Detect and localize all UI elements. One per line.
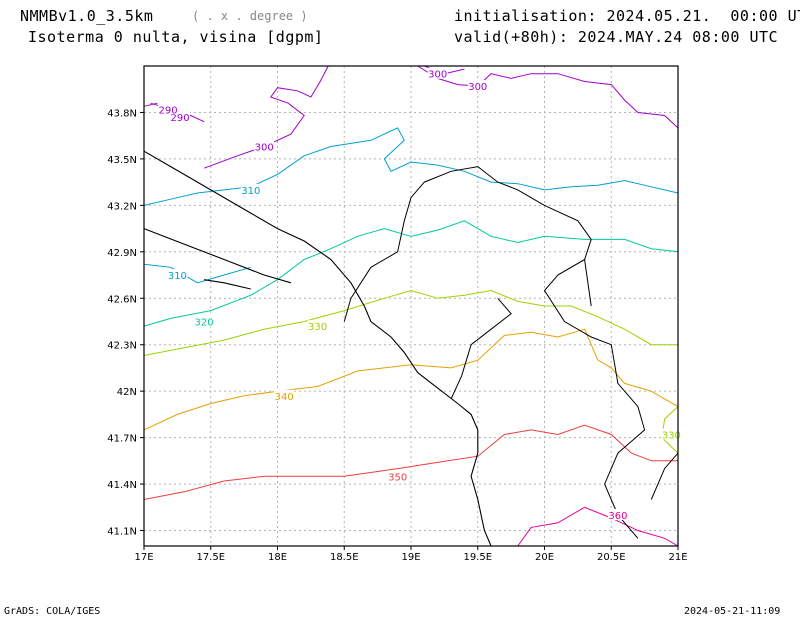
model-name: NMMBv1.0_3.5km: [20, 7, 154, 25]
contour-label-bg: [167, 269, 188, 281]
y-tick-label: 41.1N: [107, 527, 137, 538]
contour-label-bg: [467, 80, 488, 92]
coastline: [204, 279, 251, 290]
x-tick-label: 17.5E: [196, 552, 225, 563]
y-tick-label: 42N: [117, 387, 137, 398]
y-tick-label: 42.6N: [107, 294, 137, 305]
contour-label-bg: [427, 67, 448, 79]
field-title: Isoterma 0 nulta, visina [dgpm]: [28, 28, 324, 46]
country-border: [557, 258, 592, 307]
contour-label-310: 310: [241, 186, 260, 197]
contour-label-300: 300: [428, 70, 447, 81]
contour-label-350: 350: [388, 472, 407, 483]
contour-line-320: [143, 220, 679, 327]
grid-lines: [144, 66, 678, 546]
x-tick-label: 21E: [668, 552, 687, 563]
x-tick-label: 18E: [268, 552, 287, 563]
contour-label-bg: [170, 111, 191, 123]
contour-line-350: [143, 424, 678, 500]
y-tick-label: 43.2N: [107, 201, 137, 212]
x-tick-label: 18.5E: [330, 552, 359, 563]
contour-label-320: 320: [195, 317, 214, 328]
contour-label-bg: [274, 389, 295, 401]
contour-line-330: [143, 289, 678, 356]
x-tick-label: 17E: [134, 552, 153, 563]
y-tick-label: 41.4N: [107, 480, 137, 491]
y-tick-label: 42.9N: [107, 248, 137, 259]
contour-label-bg: [158, 103, 179, 115]
coastlines: [143, 150, 679, 547]
contour-label-300: 300: [468, 82, 487, 93]
footer-timestamp: 2024-05-21-11:09: [684, 606, 781, 617]
contour-label-330: 330: [308, 322, 327, 333]
contour-label-bg: [307, 320, 328, 332]
contour-line-360: [517, 506, 679, 547]
x-tick-label: 19.5E: [463, 552, 492, 563]
init-time: initialisation: 2024.05.21. 00:00 UTC: [454, 7, 800, 25]
contour-label-bg: [194, 315, 215, 327]
contour-label-bg: [607, 509, 628, 521]
coastline: [143, 150, 492, 547]
footer-credit: GrADS: COLA/IGES: [4, 606, 101, 617]
x-tick-label: 20E: [535, 552, 554, 563]
country-border: [650, 452, 679, 500]
y-tick-label: 43.5N: [107, 155, 137, 166]
x-tick-label: 20.5E: [597, 552, 626, 563]
x-tick-label: 19E: [401, 552, 420, 563]
y-tick-label: 43.8N: [107, 108, 137, 119]
axis-ticks: 17E 17.5E 18E 18.5E 19E 19.5E 20E 20.5E 21E 41.1N…: [107, 108, 687, 563]
contour-label-bg: [240, 183, 261, 195]
contour-label-340: 340: [275, 392, 294, 403]
contour-label-bg: [387, 470, 408, 482]
contour-line-300: [417, 65, 679, 129]
contour-line-340: [143, 328, 679, 431]
contour-label-bg: [254, 140, 275, 152]
country-border: [450, 297, 512, 400]
contour-label-330: 330: [662, 431, 681, 442]
coastline: [143, 228, 292, 284]
contour-label-300: 300: [255, 143, 274, 154]
valid-time: valid(+80h): 2024.MAY.24 08:00 UTC: [454, 28, 779, 46]
contour-label-290: 290: [170, 113, 189, 124]
units-hint: ( . x . degree ): [192, 9, 308, 23]
y-tick-label: 42.3N: [107, 341, 137, 352]
y-tick-label: 41.7N: [107, 434, 137, 445]
country-border: [343, 166, 646, 539]
contour-line-290: [143, 102, 158, 107]
contour-label-310: 310: [168, 271, 187, 282]
contour-label-360: 360: [608, 511, 627, 522]
contour-label-290: 290: [158, 105, 177, 116]
contour-line-310: [143, 263, 251, 284]
contour-label-bg: [661, 428, 682, 440]
